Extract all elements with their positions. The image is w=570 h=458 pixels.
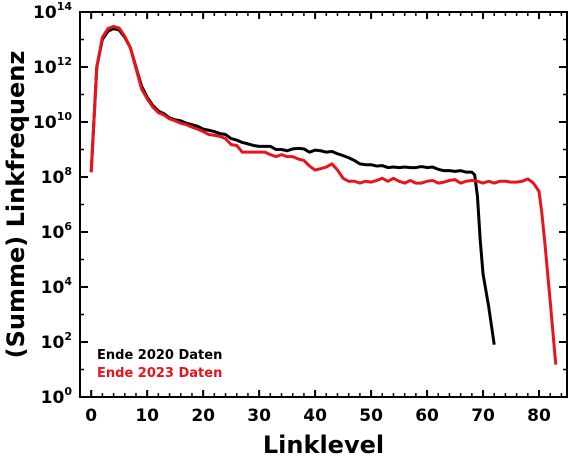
y-tick-label: 1012	[33, 55, 72, 78]
y-tick-label: 106	[41, 220, 73, 243]
x-tick-label: 60	[415, 406, 439, 426]
y-tick-label: 104	[41, 275, 73, 298]
x-tick-label: 50	[359, 406, 383, 426]
x-tick-label: 70	[471, 406, 495, 426]
series-line-1	[89, 24, 558, 365]
y-tick-label: 108	[41, 165, 72, 188]
y-axis-title: (Summe) Linkfrequenz	[2, 51, 30, 359]
legend-entry-1: Ende 2023 Daten	[97, 366, 222, 381]
x-tick-label: 0	[85, 406, 97, 426]
legend: Ende 2020 Daten Ende 2023 Daten	[97, 348, 222, 381]
plot-lines	[89, 24, 558, 365]
legend-entry-0: Ende 2020 Daten	[97, 348, 222, 363]
x-tick-label: 10	[135, 406, 159, 426]
y-tick-label: 1014	[33, 0, 72, 23]
y-tick-label: 102	[41, 330, 72, 353]
x-tick-label: 80	[527, 406, 551, 426]
y-tick-label: 1010	[33, 110, 72, 133]
x-tick-label: 30	[247, 406, 271, 426]
y-tick-label: 100	[41, 385, 73, 408]
x-axis-title: Linklevel	[263, 431, 384, 458]
x-tick-label: 40	[303, 406, 327, 426]
y-axis: 100 102 104 106 108 1010 1012 1014	[33, 0, 567, 408]
x-axis: 0 10 20 30 40 50 60 70 80	[85, 12, 563, 426]
x-tick-label: 20	[191, 406, 215, 426]
